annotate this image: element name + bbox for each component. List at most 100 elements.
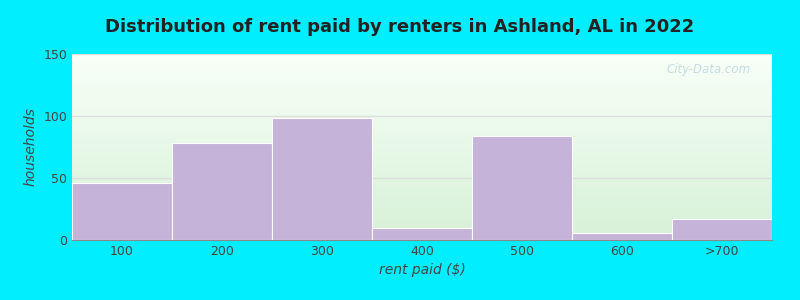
Bar (72, 54, 772, 55)
Bar (72, 63, 772, 64)
Bar (72, 166, 772, 167)
Bar (72, 140, 772, 141)
Bar (72, 183, 172, 240)
Bar (72, 84, 772, 85)
Bar (72, 129, 772, 130)
Bar (72, 92, 772, 93)
Bar (72, 160, 772, 161)
Bar (72, 77, 772, 78)
Bar (72, 85, 772, 86)
Bar (72, 152, 772, 153)
Bar (72, 162, 772, 163)
Bar (72, 217, 772, 218)
Bar (72, 157, 772, 158)
Bar (72, 158, 772, 159)
Bar (72, 89, 772, 90)
Bar (72, 212, 772, 213)
Bar (72, 226, 772, 227)
Bar (72, 60, 772, 61)
Bar (72, 214, 772, 215)
Bar (72, 230, 772, 231)
Bar (72, 76, 772, 77)
Bar (72, 90, 772, 91)
Bar (72, 191, 772, 192)
Bar (72, 62, 772, 63)
Bar (572, 232, 672, 240)
Bar (72, 186, 772, 187)
Bar (72, 141, 772, 142)
Bar (72, 101, 772, 102)
Bar (72, 170, 772, 171)
Bar (72, 127, 772, 128)
Bar (72, 224, 772, 225)
Bar (72, 85, 772, 86)
Bar (72, 69, 772, 70)
Bar (72, 174, 772, 175)
Bar (72, 196, 772, 197)
Bar (72, 235, 772, 236)
Bar (72, 57, 772, 58)
Bar (72, 164, 772, 165)
Bar (72, 123, 772, 124)
Bar (72, 74, 772, 75)
Bar (72, 103, 772, 104)
Bar (72, 195, 772, 196)
Bar (72, 213, 772, 214)
Bar (372, 228, 472, 240)
Bar (72, 118, 772, 119)
Bar (72, 177, 772, 178)
Bar (72, 208, 772, 209)
Bar (72, 171, 772, 172)
Bar (72, 151, 772, 152)
Bar (72, 108, 772, 109)
Bar (72, 187, 772, 188)
Bar (72, 94, 772, 95)
Bar (72, 229, 772, 230)
Bar (72, 200, 772, 201)
Bar (72, 112, 772, 113)
Bar (72, 237, 772, 238)
Bar (72, 227, 772, 228)
Bar (72, 205, 772, 206)
Bar (72, 193, 772, 194)
Bar (72, 72, 772, 73)
Bar (72, 55, 772, 56)
Bar (72, 219, 772, 220)
Bar (72, 102, 772, 103)
Bar (472, 136, 572, 240)
Bar (72, 218, 772, 219)
Bar (72, 238, 772, 239)
Bar (72, 104, 772, 105)
Bar (72, 161, 772, 162)
Bar (72, 181, 772, 182)
Bar (72, 222, 772, 223)
Bar (72, 232, 772, 233)
Bar (72, 167, 772, 168)
Bar (72, 116, 772, 117)
Bar (72, 135, 772, 136)
Bar (72, 91, 772, 92)
Bar (72, 142, 772, 143)
Bar (72, 70, 772, 71)
Bar (72, 190, 772, 191)
Bar (72, 100, 772, 101)
Bar (72, 220, 772, 221)
Bar (72, 206, 772, 208)
Bar (72, 183, 772, 184)
Bar (72, 61, 772, 62)
Bar (72, 111, 772, 112)
Bar (72, 56, 772, 57)
Bar (72, 188, 772, 189)
Bar (72, 210, 772, 211)
Bar (72, 184, 772, 185)
Bar (72, 233, 772, 234)
Bar (72, 211, 772, 212)
Bar (72, 148, 772, 149)
Bar (72, 185, 772, 186)
Bar (72, 173, 772, 174)
Bar (72, 179, 772, 181)
Bar (72, 216, 772, 217)
Bar (72, 156, 772, 157)
Bar (72, 138, 772, 139)
Bar (72, 131, 772, 132)
